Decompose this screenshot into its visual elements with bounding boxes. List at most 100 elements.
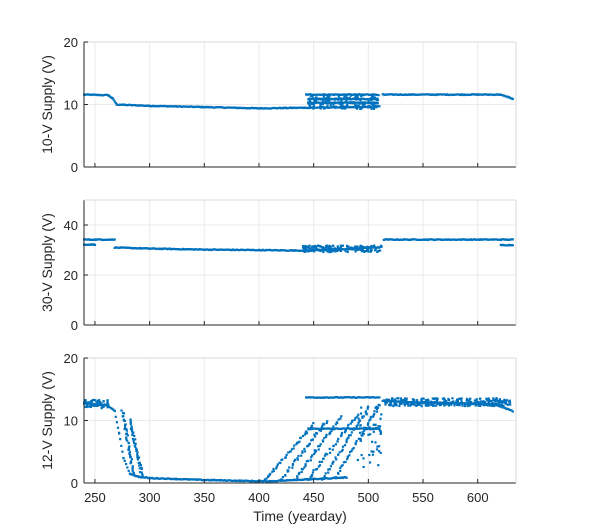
data-point [354,250,357,253]
data-point [477,404,480,407]
y-tick-label: 20 [64,35,78,50]
data-point [312,249,315,252]
data-point [341,464,344,467]
data-point [339,248,342,251]
data-point [363,101,366,105]
data-point [275,467,278,470]
data-point [348,96,351,99]
data-point [404,238,407,241]
data-point [377,396,380,399]
data-point [307,396,310,399]
data-point [298,249,301,252]
data-point [452,238,455,241]
data-point [295,106,298,110]
data-point [99,238,102,241]
y-tick-label: 20 [64,268,78,283]
data-point [92,93,95,96]
data-point [371,427,374,430]
data-point [234,106,237,109]
data-point [336,93,339,96]
data-point [372,101,375,104]
data-point [315,478,318,481]
data-point [113,409,116,412]
data-point [468,398,471,401]
data-point [363,103,366,106]
data-point [317,244,320,247]
data-point [171,105,174,108]
data-point [249,480,252,483]
data-point [167,105,170,108]
data-point [430,238,433,241]
data-point [160,105,163,108]
data-point [300,249,303,252]
data-point [326,97,329,100]
data-point [456,398,459,401]
data-point [143,104,146,107]
data-point [261,248,264,251]
data-point [411,401,414,404]
data-point [346,250,349,254]
data-point [165,105,168,108]
data-point [339,427,342,430]
data-point [92,404,95,407]
data-point [450,93,453,96]
data-point [333,93,337,96]
data-point [364,98,367,101]
data-point [342,107,345,110]
data-point [354,101,357,104]
data-point [348,105,351,109]
data-point [378,105,381,108]
data-point [319,427,322,430]
data-point [196,248,199,251]
data-point [353,106,356,109]
data-point [356,396,359,399]
data-point [301,450,304,453]
data-point [385,238,388,241]
data-point [209,479,212,482]
data-point [153,105,156,108]
data-point [305,460,308,463]
data-point [327,468,330,471]
data-point [339,244,342,247]
data-point [397,93,400,96]
data-point [320,396,323,399]
data-point [337,106,340,109]
data-point [124,426,127,429]
data-point [128,445,131,448]
data-point [321,98,324,101]
data-point [461,404,464,407]
data-point [309,99,312,102]
data-point [431,93,434,96]
data-point [284,249,287,252]
data-point [309,459,312,462]
data-point [450,238,453,241]
data-point [330,429,333,432]
data-point [335,458,338,461]
data-point [318,444,321,448]
data-point [334,443,338,446]
data-point [222,479,225,482]
data-point [174,477,177,480]
data-point [362,415,365,418]
data-point [461,402,464,405]
data-point [233,106,236,109]
data-point [239,248,242,252]
data-point [372,107,376,110]
data-point [127,469,130,472]
data-point [459,93,462,97]
data-point [478,93,481,96]
data-point [481,238,484,241]
data-point [366,93,369,96]
data-point [401,238,404,241]
data-point [475,400,478,403]
data-point [326,93,329,96]
data-point [125,438,128,441]
data-point [126,466,129,469]
data-point [367,433,370,436]
y-tick-label: 10 [64,414,78,429]
data-point [252,480,255,483]
data-point [278,479,281,482]
data-point [309,428,312,431]
data-point [140,104,143,107]
data-point [187,478,190,481]
